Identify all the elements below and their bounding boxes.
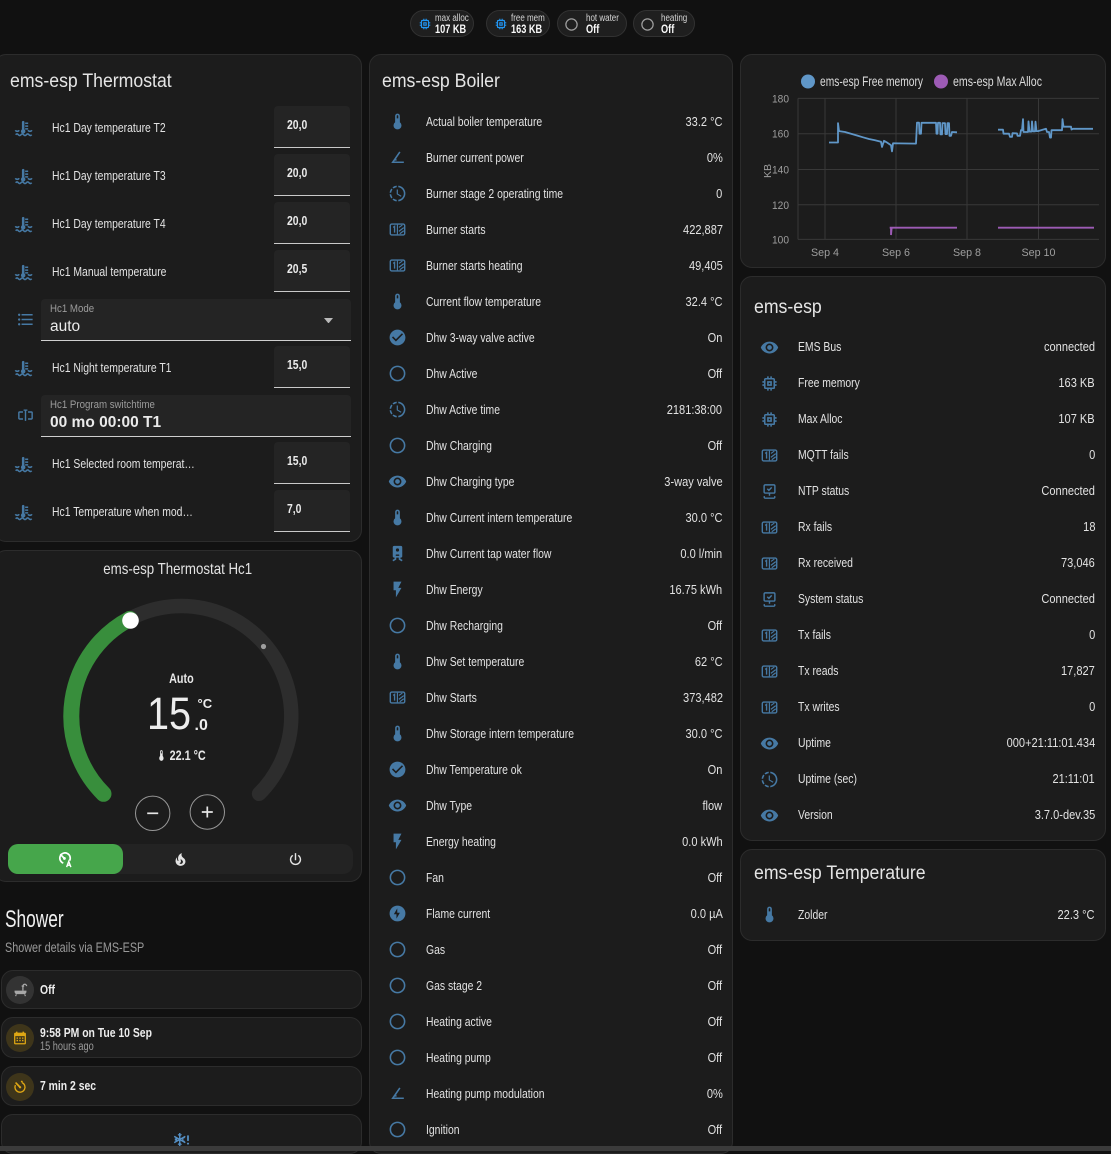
svg-text:Sep 6: Sep 6 (882, 247, 910, 259)
svg-text:Sep 8: Sep 8 (953, 247, 981, 259)
svg-text:ems-esp Max Alloc: ems-esp Max Alloc (953, 74, 1042, 89)
svg-text:ems-esp Free memory: ems-esp Free memory (820, 74, 923, 89)
svg-text:160: 160 (772, 129, 789, 141)
svg-text:100: 100 (772, 234, 789, 246)
svg-text:Sep 10: Sep 10 (1022, 247, 1056, 259)
svg-text:140: 140 (772, 165, 789, 177)
svg-text:Sep 4: Sep 4 (811, 247, 839, 259)
svg-text:180: 180 (772, 93, 789, 105)
svg-text:KB: KB (762, 164, 774, 178)
svg-text:120: 120 (772, 200, 789, 212)
